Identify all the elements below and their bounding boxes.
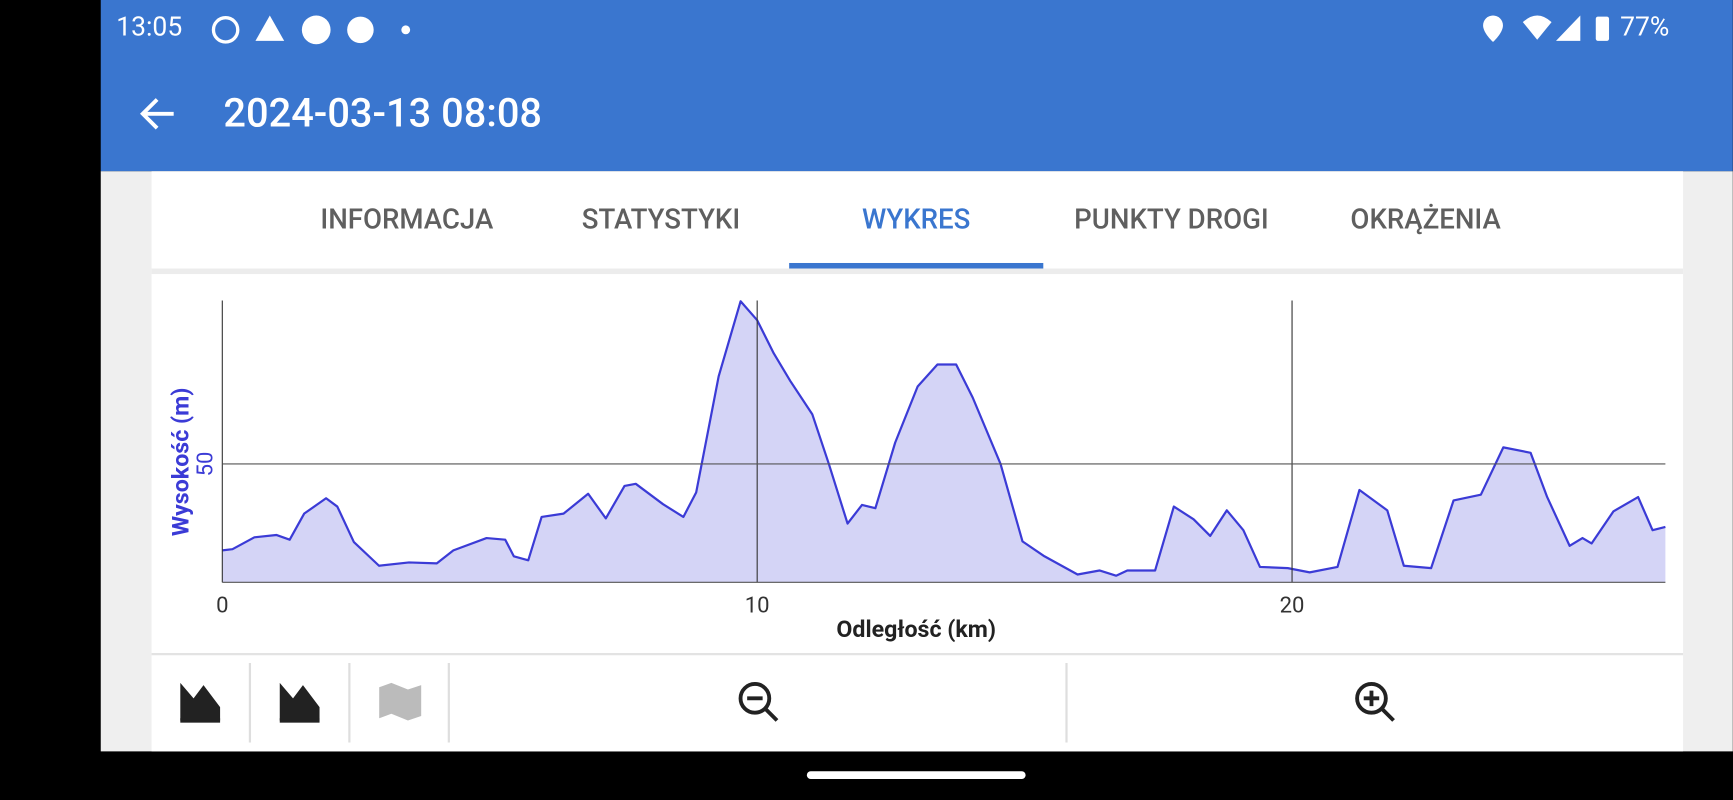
home-indicator <box>806 771 1026 780</box>
y-axis-label: Wysokość (m) <box>167 388 195 537</box>
system-icons <box>1483 15 1610 42</box>
tab[interactable]: INFORMACJA <box>320 202 494 235</box>
app-title: 2024-03-13 08:08 <box>223 90 542 137</box>
x-tick-label: 0 <box>216 593 228 618</box>
tab[interactable]: OKRĄŻENIA <box>1350 202 1501 235</box>
zoom-in-button[interactable] <box>1355 682 1395 722</box>
map-button[interactable] <box>379 682 422 721</box>
tab[interactable]: WYKRES <box>862 202 970 235</box>
x-tick-label: 20 <box>1280 593 1305 618</box>
active-tab-indicator <box>789 262 1044 269</box>
back-button[interactable] <box>140 98 174 130</box>
notification-icons <box>211 15 411 45</box>
tab[interactable]: STATYSTYKI <box>582 202 740 235</box>
chart-speed-button[interactable] <box>279 682 320 723</box>
zoom-out-button[interactable] <box>738 682 779 722</box>
y-tick-label: 50 <box>194 452 219 477</box>
tab-shadow <box>151 268 1684 275</box>
chart-mode-button[interactable] <box>180 682 221 723</box>
status-time: 13:05 <box>116 12 182 43</box>
elevation-line <box>222 300 1666 577</box>
toolbar-separators <box>248 662 1068 743</box>
tab[interactable]: PUNKTY DROGI <box>1074 202 1269 235</box>
x-tick-label: 10 <box>745 593 770 618</box>
elevation-area <box>222 301 1666 583</box>
battery-level: 77% <box>1620 12 1669 43</box>
x-axis-label: Odległość (km) <box>836 615 996 643</box>
